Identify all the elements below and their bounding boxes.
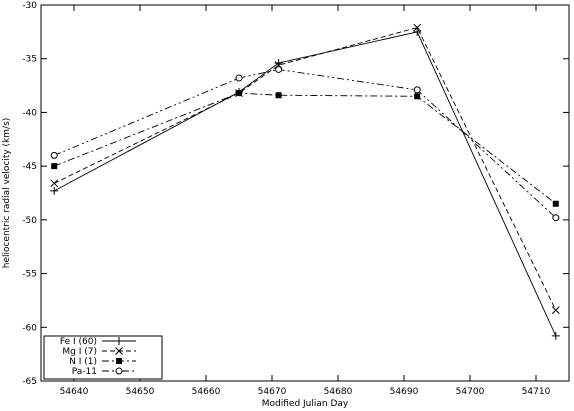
data-point-fe-i-60-0 (50, 186, 59, 195)
legend-marker-fe-i-60 (115, 337, 123, 345)
x-tick-label-54710: 54710 (522, 387, 551, 397)
data-point-n-i-1-0 (51, 163, 58, 170)
x-tick-label-54640: 54640 (60, 387, 89, 397)
series-line-fe-i-60 (53, 31, 557, 337)
y-tick-label--45: -45 (22, 162, 37, 172)
data-point-mg-i-7-0 (50, 179, 59, 188)
x-tick-label-54700: 54700 (456, 387, 485, 397)
y-axis-label: heliocentric radial velocity (km/s) (2, 118, 12, 269)
legend-box (43, 335, 163, 380)
x-tick-label-54680: 54680 (324, 387, 353, 397)
data-point-pa-11-3 (413, 86, 421, 94)
legend-label-pa-11: Pa-11 (72, 367, 97, 377)
legend-marker-mg-i-7 (115, 347, 123, 355)
series-line-n-i-1 (54, 92, 557, 205)
y-tick-label--35: -35 (22, 55, 37, 65)
data-point-pa-11-2 (275, 65, 283, 73)
data-point-n-i-1-4 (552, 200, 559, 207)
legend-marker-n-i-1 (116, 358, 122, 364)
data-point-fe-i-60-4 (551, 331, 560, 340)
data-point-fe-i-60-3 (413, 27, 422, 36)
x-tick-label-54670: 54670 (258, 387, 287, 397)
legend-marker-pa-11 (115, 367, 123, 375)
data-point-mg-i-7-4 (551, 306, 560, 314)
data-point-mg-i-7-3 (413, 23, 422, 32)
data-point-n-i-1-1 (236, 90, 242, 97)
series-lines (53, 27, 557, 337)
x-tick-label-54660: 54660 (192, 387, 221, 397)
y-tick-label--30: -30 (22, 1, 37, 11)
y-tick-label--40: -40 (22, 108, 37, 118)
x-tick-label-54650: 54650 (126, 387, 155, 397)
data-point-pa-11-0 (50, 151, 58, 159)
series-markers (50, 23, 560, 340)
legend-label-n-i-1: N I (1) (69, 357, 97, 367)
plot-frame (40, 4, 570, 382)
y-tick-label--50: -50 (22, 216, 37, 226)
axis-ticks: 54640 54650 54660 54670 54680 54690 54700 54710… (22, 1, 569, 397)
data-point-n-i-1-3 (414, 93, 421, 100)
data-point-pa-11-1 (235, 74, 243, 82)
data-point-n-i-1-2 (275, 92, 282, 99)
x-tick-label-54690: 54690 (390, 387, 419, 397)
y-tick-label--60: -60 (22, 323, 37, 333)
legend: Fe I (60)Mg I (7)N I (1)Pa-11 (43, 335, 163, 380)
x-axis-label: Modified Julian Day (262, 399, 349, 409)
series-line-pa-11 (54, 69, 557, 219)
data-point-pa-11-4 (552, 214, 560, 222)
y-tick-label--55: -55 (22, 270, 37, 280)
legend-label-fe-i-60: Fe I (60) (60, 337, 97, 347)
y-tick-label--65: -65 (22, 377, 37, 387)
legend-label-mg-i-7: Mg I (7) (62, 347, 97, 357)
series-line-mg-i-7 (54, 27, 557, 311)
